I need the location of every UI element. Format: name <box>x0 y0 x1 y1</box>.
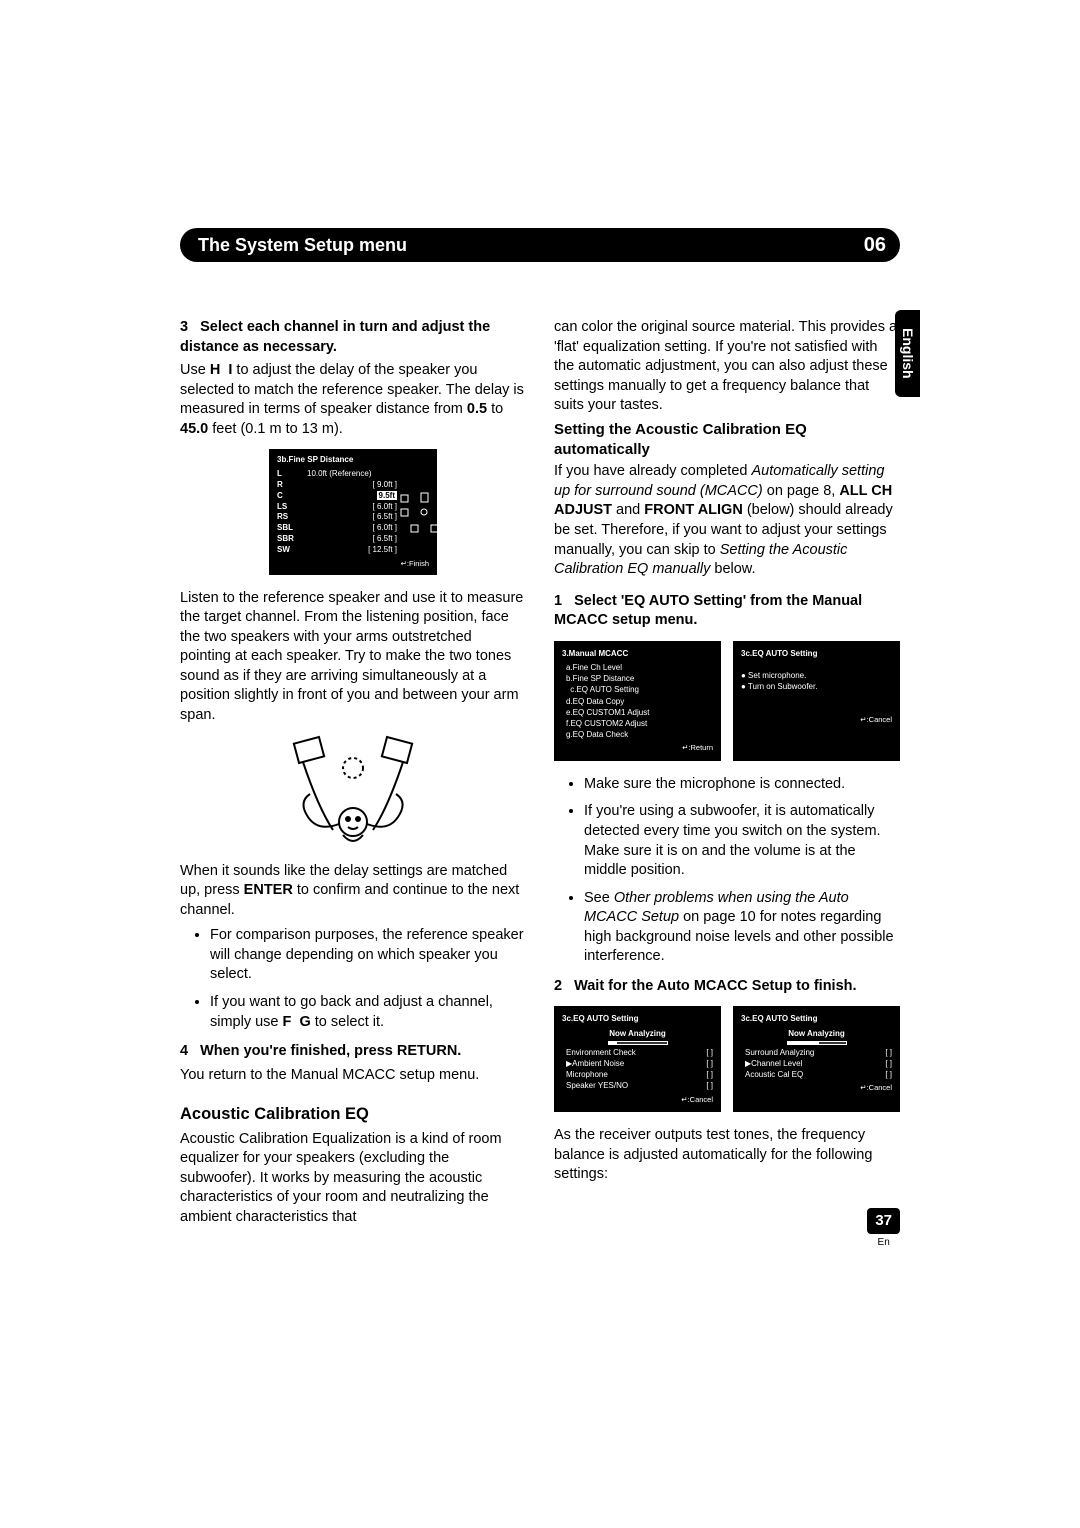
match-paragraph: When it sounds like the delay settings a… <box>180 862 526 921</box>
lcd-channel-list: L10.0ft (Reference)R[ 9.0ft ]C9.5ftLS[ 6… <box>277 469 397 555</box>
bullet-list: Make sure the microphone is connected. I… <box>554 775 900 967</box>
lcd-eq-auto-setting: 3c.EQ AUTO Setting ● Set microphone. ● T… <box>733 641 900 761</box>
step-number: 3 <box>180 319 188 335</box>
list-item: See Other problems when using the Auto M… <box>584 889 900 967</box>
bullet-list: For comparison purposes, the reference s… <box>180 926 526 1032</box>
lcd-footer: ↵:Return <box>562 743 713 754</box>
step3-head: 3Select each channel in turn and adjust … <box>180 318 526 357</box>
step3-body: Use H I to adjust the delay of the speak… <box>180 361 526 439</box>
lcd-footer: ↵:Finish <box>277 559 429 569</box>
lcd-subtitle: Now Analyzing <box>562 1028 713 1039</box>
output-paragraph: As the receiver outputs test tones, the … <box>554 1126 900 1185</box>
right-column: can color the original source material. … <box>554 318 900 1231</box>
text-bold: FRONT ALIGN <box>644 502 743 518</box>
lcd-title: 3c.EQ AUTO Setting <box>741 1013 892 1024</box>
acoustic-paragraph: Acoustic Calibration Equalization is a k… <box>180 1130 526 1228</box>
step-number: 1 <box>554 593 562 609</box>
lcd-sp-distance: 3b.Fine SP Distance L10.0ft (Reference)R… <box>269 449 437 574</box>
lcd-item-list: Surround Analyzing[ ]▶Channel Level[ ]Ac… <box>741 1047 892 1081</box>
step4-body: You return to the Manual MCACC setup men… <box>180 1066 526 1086</box>
section-heading: Acoustic Calibration EQ <box>180 1103 526 1125</box>
text-run: on page 8, <box>763 483 840 499</box>
lcd-footer: ↵:Cancel <box>562 1095 713 1106</box>
lcd-speaker-icons <box>397 469 451 555</box>
continuation-paragraph: can color the original source material. … <box>554 318 900 416</box>
lcd-subtitle: Now Analyzing <box>741 1028 892 1039</box>
lcd-title: 3c.EQ AUTO Setting <box>741 648 892 659</box>
text-run: to select it. <box>311 1014 384 1030</box>
list-item: Make sure the microphone is connected. <box>584 775 900 795</box>
step2-head: 2 Wait for the Auto MCACC Setup to finish… <box>554 977 900 997</box>
lcd-line: ● Set microphone. <box>741 670 892 681</box>
step4-head: 4 When you're finished, press RETURN. <box>180 1042 526 1062</box>
lcd-pair-analyzing: 3c.EQ AUTO Setting Now Analyzing Environ… <box>554 1006 900 1112</box>
chapter-number: 06 <box>864 232 886 259</box>
text-run: feet (0.1 m to 13 m). <box>208 421 343 437</box>
page-number: 37 <box>867 1208 900 1234</box>
subsection-heading: Setting the Acoustic Calibration EQ auto… <box>554 420 900 461</box>
text-run: If you have already completed <box>554 463 751 479</box>
step-number: 4 <box>180 1043 188 1059</box>
step-heading: Select each channel in turn and adjust t… <box>180 319 490 355</box>
step-heading: Wait for the Auto MCACC Setup to finish. <box>574 978 856 994</box>
progress-fill <box>609 1042 618 1044</box>
step-heading: When you're finished, press RETURN. <box>200 1043 461 1059</box>
value: 45.0 <box>180 421 208 437</box>
text-run: See <box>584 890 614 906</box>
step-number: 2 <box>554 978 562 994</box>
list-item: For comparison purposes, the reference s… <box>210 926 526 985</box>
lcd-analyzing-right: 3c.EQ AUTO Setting Now Analyzing Surroun… <box>733 1006 900 1112</box>
list-item: If you're using a subwoofer, it is autom… <box>584 802 900 880</box>
lcd-line: ● Turn on Subwoofer. <box>741 681 892 692</box>
key-label: ENTER <box>244 882 293 898</box>
list-item: If you want to go back and adjust a chan… <box>210 993 526 1032</box>
text-run: and <box>612 502 644 518</box>
lcd-analyzing-left: 3c.EQ AUTO Setting Now Analyzing Environ… <box>554 1006 721 1112</box>
key-label: F <box>283 1014 292 1030</box>
value: 0.5 <box>467 401 487 417</box>
step1-head: 1Select 'EQ AUTO Setting' from the Manua… <box>554 592 900 631</box>
left-column: 3Select each channel in turn and adjust … <box>180 318 526 1231</box>
step-heading: Select 'EQ AUTO Setting' from the Manual… <box>554 593 862 629</box>
lcd-footer: ↵:Cancel <box>741 715 892 726</box>
lcd-title: 3c.EQ AUTO Setting <box>562 1013 713 1024</box>
lcd-title: 3b.Fine SP Distance <box>277 455 429 466</box>
key-label: G <box>299 1014 310 1030</box>
listen-paragraph: Listen to the reference speaker and use … <box>180 589 526 726</box>
page-lang-code: En <box>867 1236 900 1250</box>
language-tab: English <box>895 310 920 397</box>
text-run: to <box>487 401 503 417</box>
page-footer: 37 En <box>867 1208 900 1250</box>
text-run: below. <box>710 561 755 577</box>
listening-diagram <box>268 732 438 852</box>
lcd-title: 3.Manual MCACC <box>562 648 713 659</box>
text-run: Use <box>180 362 210 378</box>
auto-paragraph: If you have already completed Automatica… <box>554 462 900 579</box>
progress-fill <box>788 1042 820 1044</box>
chapter-title: The System Setup menu <box>198 233 407 257</box>
key-label: H <box>210 362 220 378</box>
lcd-footer: ↵:Cancel <box>741 1083 892 1094</box>
lcd-pair-menu: 3.Manual MCACC a.Fine Ch Level b.Fine SP… <box>554 641 900 761</box>
lcd-item-list: Environment Check[ ]▶Ambient Noise[ ]Mic… <box>562 1047 713 1092</box>
lcd-manual-mcacc: 3.Manual MCACC a.Fine Ch Level b.Fine SP… <box>554 641 721 761</box>
lcd-menu-items: a.Fine Ch Level b.Fine SP Distance c.EQ … <box>562 662 713 740</box>
page: The System Setup menu 06 3Select each ch… <box>0 0 1080 1231</box>
chapter-header: The System Setup menu 06 <box>180 228 900 262</box>
